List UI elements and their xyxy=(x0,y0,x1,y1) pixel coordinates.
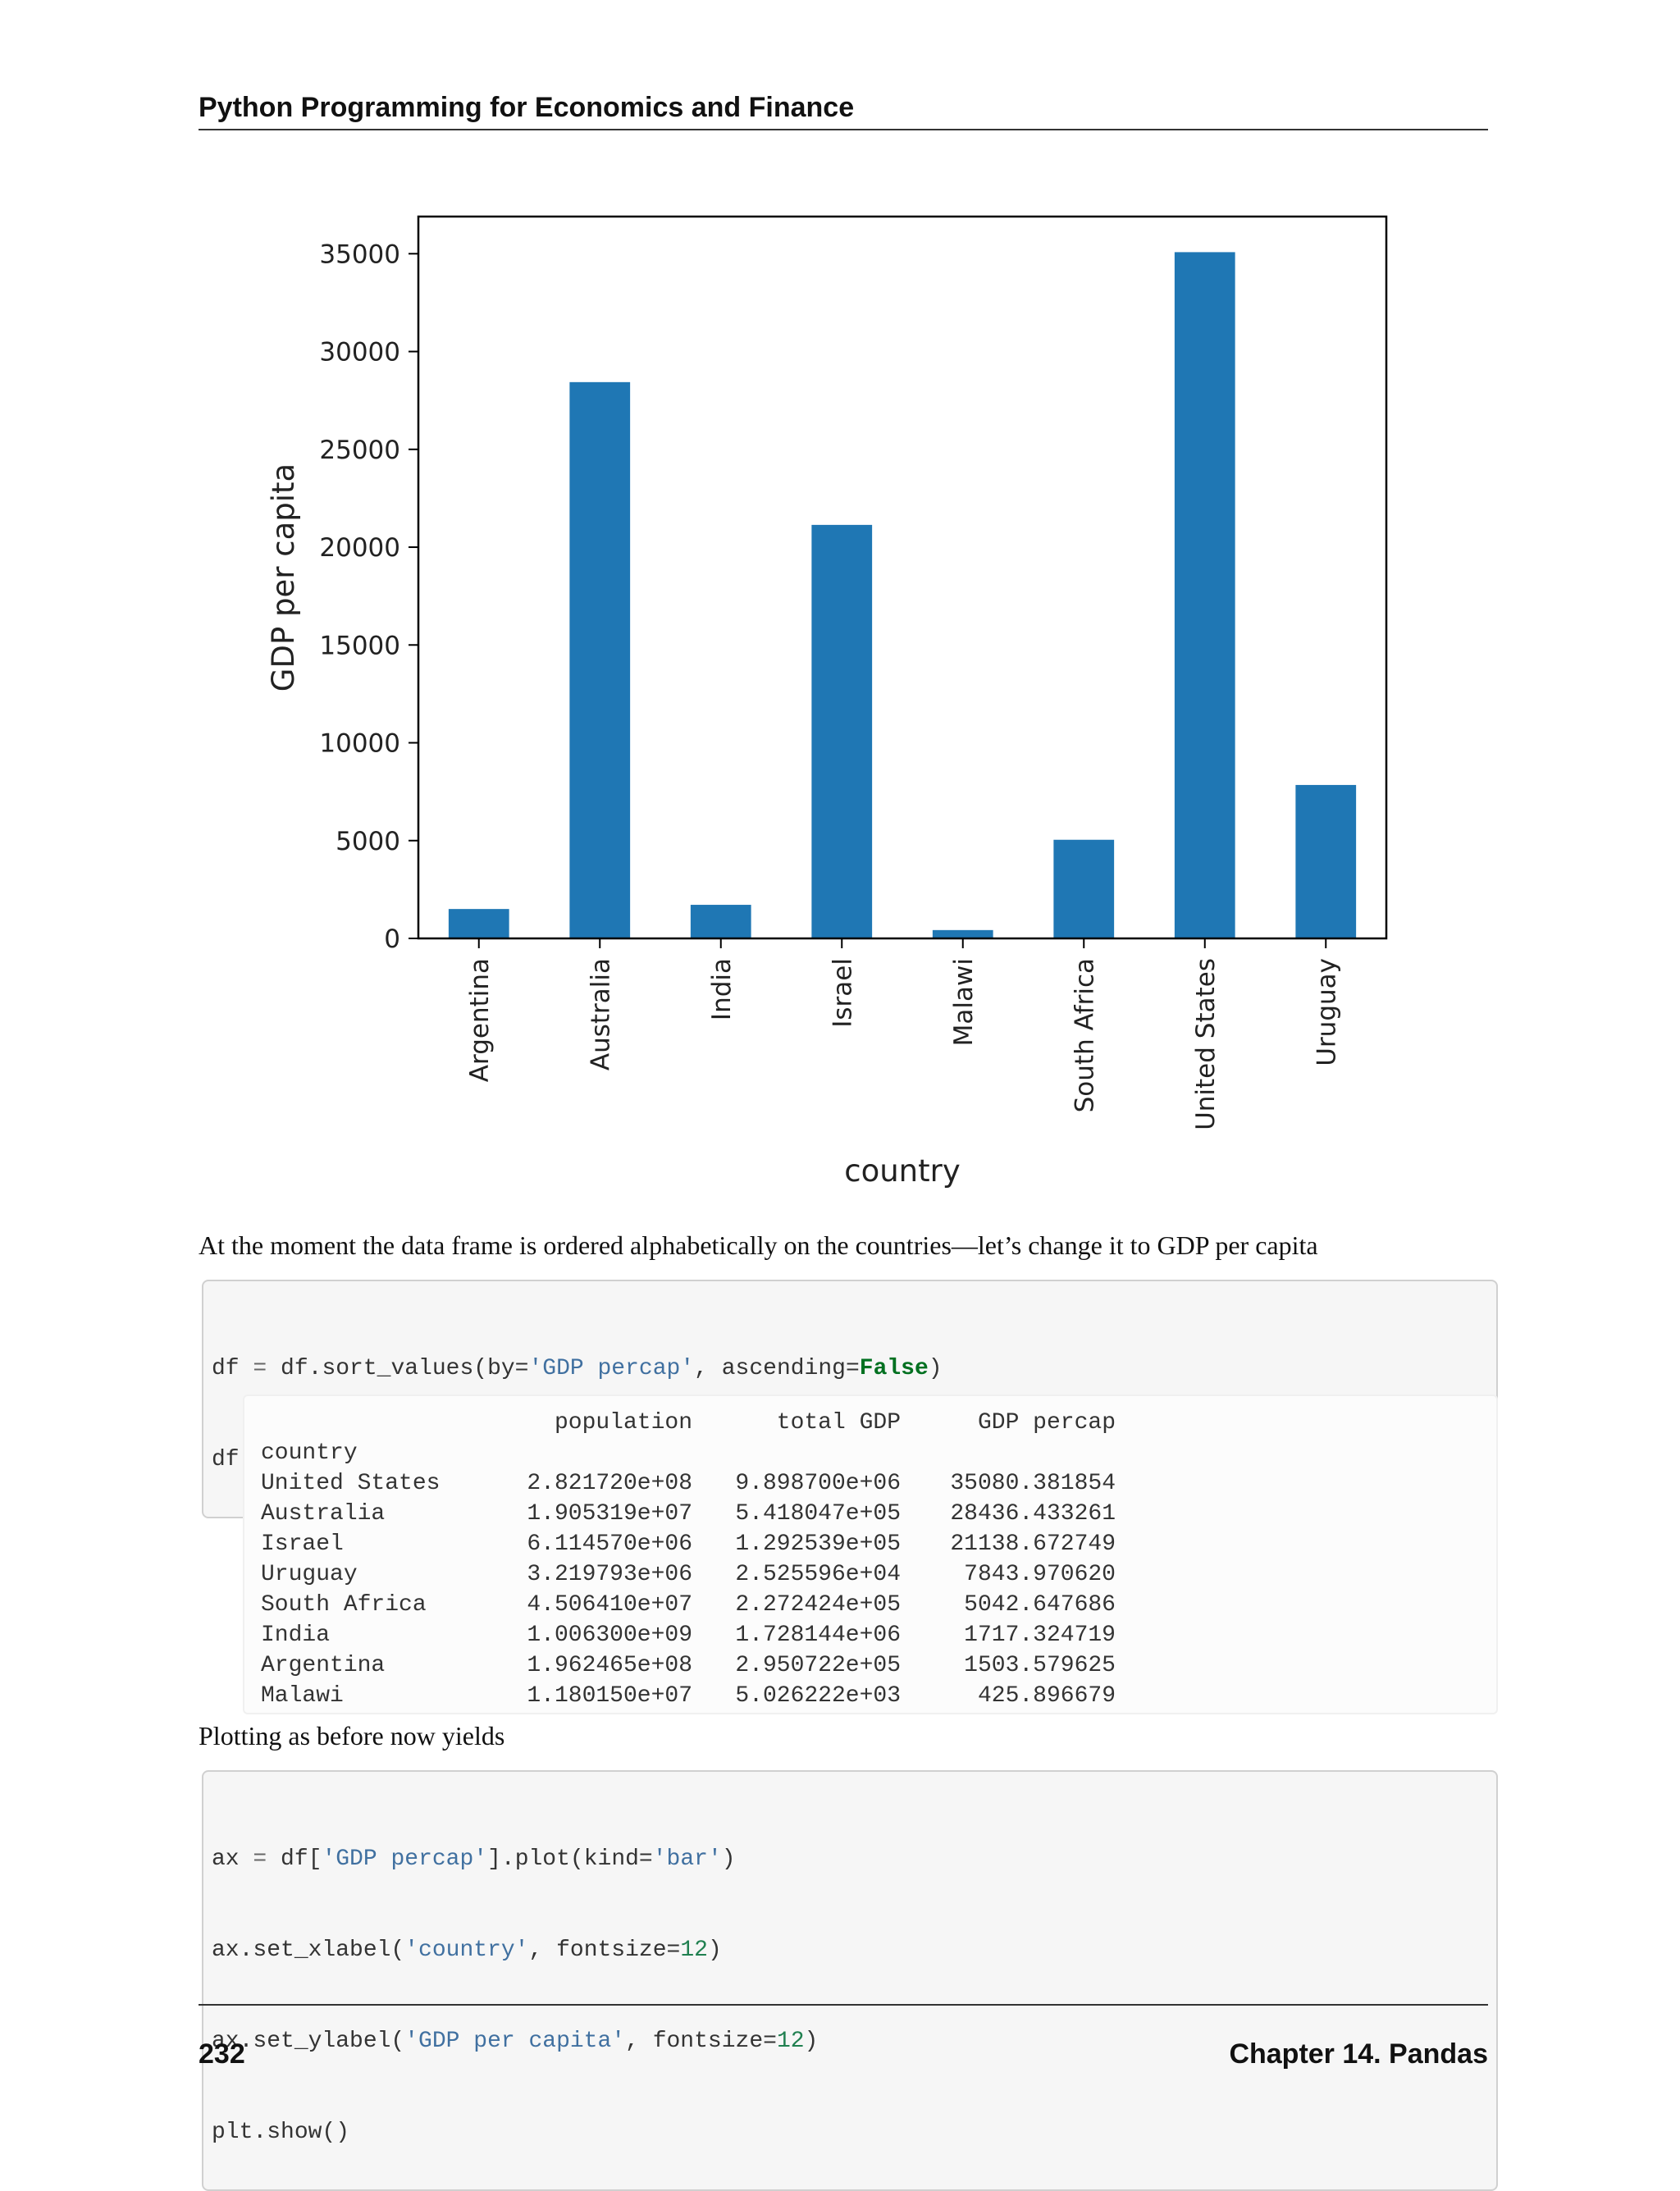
footer-rule xyxy=(199,2004,1488,2006)
table-cell: 6.114570e+06 xyxy=(527,1531,692,1557)
x-tick-label: United States xyxy=(1191,958,1221,1130)
table-row: South Africa 4.506410e+07 2.272424e+05 5042… xyxy=(253,1590,1488,1620)
dataframe-output: population total GDP GDP percap country … xyxy=(243,1394,1498,1714)
code-line: df xyxy=(212,1447,240,1472)
table-cell: 5.026222e+03 xyxy=(735,1683,901,1709)
table-cell: 1503.579625 xyxy=(964,1653,1116,1678)
code-line: df = df.sort_values(by='GDP percap', asc… xyxy=(212,1356,943,1381)
bar xyxy=(1174,252,1235,939)
column-header: total GDP xyxy=(776,1410,901,1436)
y-tick-label: 5000 xyxy=(336,827,400,856)
table-cell: 1.292539e+05 xyxy=(735,1531,901,1557)
code-block-plot: ax = df['GDP percap'].plot(kind='bar') a… xyxy=(202,1770,1498,2191)
header-rule xyxy=(199,129,1488,130)
table-cell: 425.896679 xyxy=(977,1683,1116,1709)
table-cell: 1.728144e+06 xyxy=(735,1623,901,1648)
bar-chart: 0 5000 10000 15000 20000 25000 30000 35000 Argen… xyxy=(246,197,1427,1214)
bar xyxy=(1295,784,1357,938)
bar xyxy=(569,381,631,938)
y-tick-label: 15000 xyxy=(319,631,400,660)
table-cell: 21138.672749 xyxy=(950,1531,1116,1557)
output-header-row: population total GDP GDP percap xyxy=(253,1408,1488,1438)
y-tick-label: 30000 xyxy=(319,338,400,367)
table-cell: 5042.647686 xyxy=(964,1592,1116,1618)
table-cell: 2.272424e+05 xyxy=(735,1592,901,1618)
table-row: Argentina 1.962465e+08 2.950722e+05 1503.57… xyxy=(253,1650,1488,1681)
table-row: Australia 1.905319e+07 5.418047e+05 28436.4… xyxy=(253,1499,1488,1529)
row-label: Australia xyxy=(261,1501,386,1527)
bar xyxy=(1053,839,1115,938)
row-label: United States xyxy=(261,1471,441,1496)
page-number: 232 xyxy=(199,2038,245,2070)
x-tick-label: South Africa xyxy=(1070,958,1099,1112)
row-label: India xyxy=(261,1623,331,1648)
table-cell: 28436.433261 xyxy=(950,1501,1116,1527)
bar xyxy=(811,524,873,938)
x-tick-label: India xyxy=(707,958,737,1020)
column-header: GDP percap xyxy=(977,1410,1116,1436)
output-index-name-row: country xyxy=(253,1438,1488,1468)
plot-frame xyxy=(417,215,1388,940)
table-cell: 9.898700e+06 xyxy=(735,1471,901,1496)
chart-svg: 0 5000 10000 15000 20000 25000 30000 35000 Argen… xyxy=(266,215,1388,1189)
y-tick-label: 20000 xyxy=(319,533,400,563)
paragraph-plotting: Plotting as before now yields xyxy=(199,1721,505,1751)
table-cell: 2.525596e+04 xyxy=(735,1562,901,1587)
y-tick-label: 0 xyxy=(384,924,400,954)
table-cell: 5.418047e+05 xyxy=(735,1501,901,1527)
table-row: United States 2.821720e+08 9.898700e+06 350… xyxy=(253,1468,1488,1499)
x-tick-label: Argentina xyxy=(465,958,495,1082)
table-cell: 4.506410e+07 xyxy=(527,1592,692,1618)
x-axis-label: country xyxy=(844,1153,961,1189)
code-line: ax.set_xlabel('country', fontsize=12) xyxy=(212,1938,722,1963)
x-tick-label: Israel xyxy=(828,958,857,1028)
chapter-title: Chapter 14. Pandas xyxy=(1229,2038,1488,2070)
table-cell: 1.006300e+09 xyxy=(527,1623,692,1648)
table-cell: 1.962465e+08 xyxy=(527,1653,692,1678)
row-label: Uruguay xyxy=(261,1562,358,1587)
running-header: Python Programming for Economics and Fin… xyxy=(199,92,855,123)
bar xyxy=(932,929,993,938)
x-tick-label: Uruguay xyxy=(1312,958,1341,1066)
table-cell: 3.219793e+06 xyxy=(527,1562,692,1587)
table-cell: 1.905319e+07 xyxy=(527,1501,692,1527)
x-tick-label: Australia xyxy=(586,958,615,1070)
table-row: Malawi 1.180150e+07 5.026222e+03 425.896679 xyxy=(253,1681,1488,1711)
code-line: plt.show() xyxy=(212,2120,350,2145)
code-line: ax.set_ylabel('GDP per capita', fontsize… xyxy=(212,2029,819,2054)
table-row: Israel 6.114570e+06 1.292539e+05 21138.6727… xyxy=(253,1529,1488,1559)
x-tick-label: Malawi xyxy=(949,958,979,1046)
bar xyxy=(690,905,751,938)
table-row: Uruguay 3.219793e+06 2.525596e+04 7843.9706… xyxy=(253,1559,1488,1590)
bar xyxy=(448,909,509,938)
table-cell: 1.180150e+07 xyxy=(527,1683,692,1709)
table-cell: 35080.381854 xyxy=(950,1471,1116,1496)
y-axis-label: GDP per capita xyxy=(266,463,301,692)
row-label: Malawi xyxy=(261,1683,344,1709)
table-cell: 1717.324719 xyxy=(964,1623,1116,1648)
index-name: country xyxy=(261,1440,358,1466)
y-tick-label: 35000 xyxy=(319,240,400,269)
table-cell: 2.821720e+08 xyxy=(527,1471,692,1496)
table-row: India 1.006300e+09 1.728144e+06 1717.324719 xyxy=(253,1620,1488,1650)
table-cell: 2.950722e+05 xyxy=(735,1653,901,1678)
y-tick-label: 25000 xyxy=(319,436,400,465)
row-label: Israel xyxy=(261,1531,344,1557)
row-label: Argentina xyxy=(261,1653,386,1678)
table-cell: 7843.970620 xyxy=(964,1562,1116,1587)
y-tick-label: 10000 xyxy=(319,729,400,759)
column-header: population xyxy=(554,1410,692,1436)
code-line: ax = df['GDP percap'].plot(kind='bar') xyxy=(212,1846,736,1872)
paragraph-intro: At the moment the data frame is ordered … xyxy=(199,1230,1318,1260)
row-label: South Africa xyxy=(261,1592,427,1618)
